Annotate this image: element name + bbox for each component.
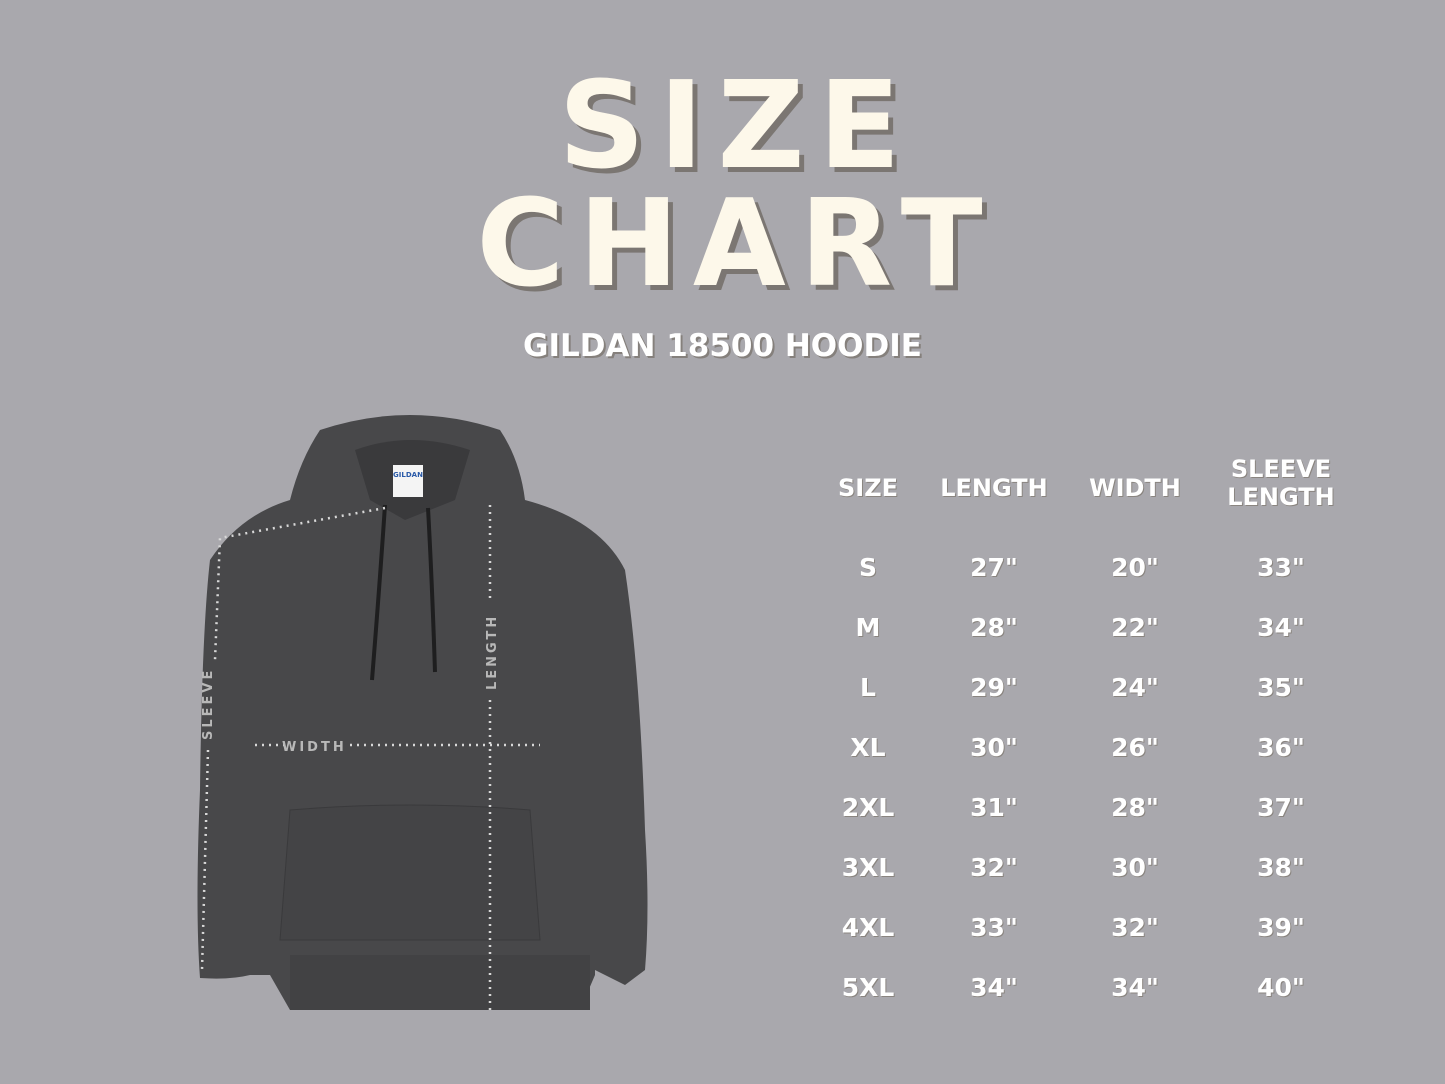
size-cell: 4XL — [841, 913, 895, 942]
measurement-cell: 36" — [1257, 733, 1305, 762]
measurement-cell: 37" — [1257, 793, 1305, 822]
width-label: WIDTH — [282, 740, 347, 755]
measurement-cell: 24" — [1111, 673, 1159, 702]
drawstring-right — [426, 507, 437, 673]
size-cell: 5XL — [841, 973, 895, 1002]
hoodie-tag — [393, 465, 423, 497]
column-header: WIDTH — [1089, 474, 1181, 502]
size-cell: L — [860, 673, 876, 702]
measurement-cell: 30" — [1111, 853, 1159, 882]
size-cell: S — [858, 553, 877, 582]
size-cell: 2XL — [841, 793, 895, 822]
measurement-cell: 32" — [970, 853, 1018, 882]
waistband — [290, 955, 590, 1010]
drawstring-left — [370, 504, 387, 681]
hoodie-image: GILDAN SLEEVE WIDTH LENGTH — [197, 415, 648, 1010]
measurement-cell: 22" — [1111, 613, 1159, 642]
size-cell: 3XL — [841, 853, 895, 882]
measurement-cell: 28" — [970, 613, 1018, 642]
measurement-cell: 31" — [970, 793, 1018, 822]
title-chart: CHART — [476, 175, 997, 314]
sleeve-line-bottom — [200, 749, 210, 971]
measurement-cell: 40" — [1257, 973, 1305, 1002]
measurement-cell: 26" — [1111, 733, 1159, 762]
measurement-cell: 29" — [970, 673, 1018, 702]
measurement-cell: 27" — [970, 553, 1018, 582]
measurement-cell: 33" — [1257, 553, 1305, 582]
column-header: SIZE — [837, 474, 898, 502]
measurement-cell: 34" — [1111, 973, 1159, 1002]
measurement-cell: 32" — [1111, 913, 1159, 942]
tag-text: GILDAN — [393, 471, 423, 479]
measurement-cell: 33" — [970, 913, 1018, 942]
size-cell: XL — [850, 733, 886, 762]
column-header: LENGTH — [940, 474, 1048, 502]
length-label: LENGTH — [485, 614, 500, 690]
measurement-cell: 34" — [1257, 613, 1305, 642]
measure-lines — [200, 505, 540, 1010]
measurement-cell: 30" — [970, 733, 1018, 762]
title-size: SIZE — [558, 57, 915, 196]
measurement-cell: 35" — [1257, 673, 1305, 702]
pocket — [279, 804, 541, 941]
subtitle: GILDAN 18500 HOODIE — [523, 328, 922, 364]
measurement-cell: 38" — [1257, 853, 1305, 882]
measurement-cell: 39" — [1257, 913, 1305, 942]
size-cell: M — [855, 613, 881, 642]
measurement-cell: 28" — [1111, 793, 1159, 822]
column-header: SLEEVE LENGTH — [1227, 455, 1335, 511]
measurement-cell: 34" — [970, 973, 1018, 1002]
measurement-cell: 20" — [1111, 553, 1159, 582]
sleeve-label: SLEEVE — [201, 668, 216, 740]
